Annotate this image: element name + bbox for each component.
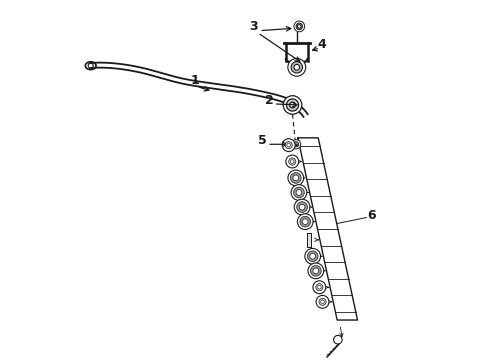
Circle shape	[297, 214, 313, 230]
Circle shape	[292, 140, 301, 149]
Circle shape	[283, 96, 302, 114]
Circle shape	[291, 172, 301, 183]
Circle shape	[288, 170, 304, 186]
Circle shape	[305, 248, 320, 264]
Text: 4: 4	[318, 38, 326, 51]
Circle shape	[296, 190, 302, 195]
Circle shape	[313, 268, 318, 274]
Circle shape	[286, 155, 299, 168]
Circle shape	[310, 253, 316, 259]
Circle shape	[313, 281, 326, 294]
Circle shape	[291, 185, 307, 201]
Circle shape	[294, 64, 300, 70]
Circle shape	[307, 251, 318, 262]
Circle shape	[321, 300, 324, 303]
Circle shape	[288, 58, 306, 76]
Circle shape	[287, 143, 291, 147]
Text: 2: 2	[265, 94, 273, 107]
Circle shape	[311, 265, 321, 276]
Circle shape	[282, 139, 295, 152]
Circle shape	[300, 216, 311, 227]
Circle shape	[308, 263, 324, 279]
Circle shape	[294, 142, 298, 147]
Circle shape	[289, 158, 296, 165]
Text: 3: 3	[249, 20, 258, 33]
Circle shape	[285, 141, 293, 149]
Circle shape	[294, 187, 304, 198]
Circle shape	[290, 102, 295, 108]
Circle shape	[316, 296, 329, 308]
Text: 6: 6	[367, 209, 376, 222]
Circle shape	[319, 298, 326, 305]
Bar	[307, 233, 311, 247]
Circle shape	[88, 63, 93, 68]
Circle shape	[294, 199, 310, 215]
Text: 5: 5	[259, 134, 267, 147]
Circle shape	[297, 202, 307, 212]
Circle shape	[302, 219, 308, 225]
Circle shape	[318, 285, 321, 289]
Circle shape	[293, 175, 298, 181]
Circle shape	[316, 284, 323, 291]
Circle shape	[291, 62, 302, 73]
Circle shape	[299, 204, 305, 210]
Circle shape	[287, 99, 298, 111]
Circle shape	[294, 21, 305, 32]
Circle shape	[296, 23, 302, 30]
Circle shape	[291, 160, 294, 163]
Circle shape	[297, 24, 301, 28]
Circle shape	[334, 336, 342, 344]
Text: 1: 1	[191, 74, 199, 87]
